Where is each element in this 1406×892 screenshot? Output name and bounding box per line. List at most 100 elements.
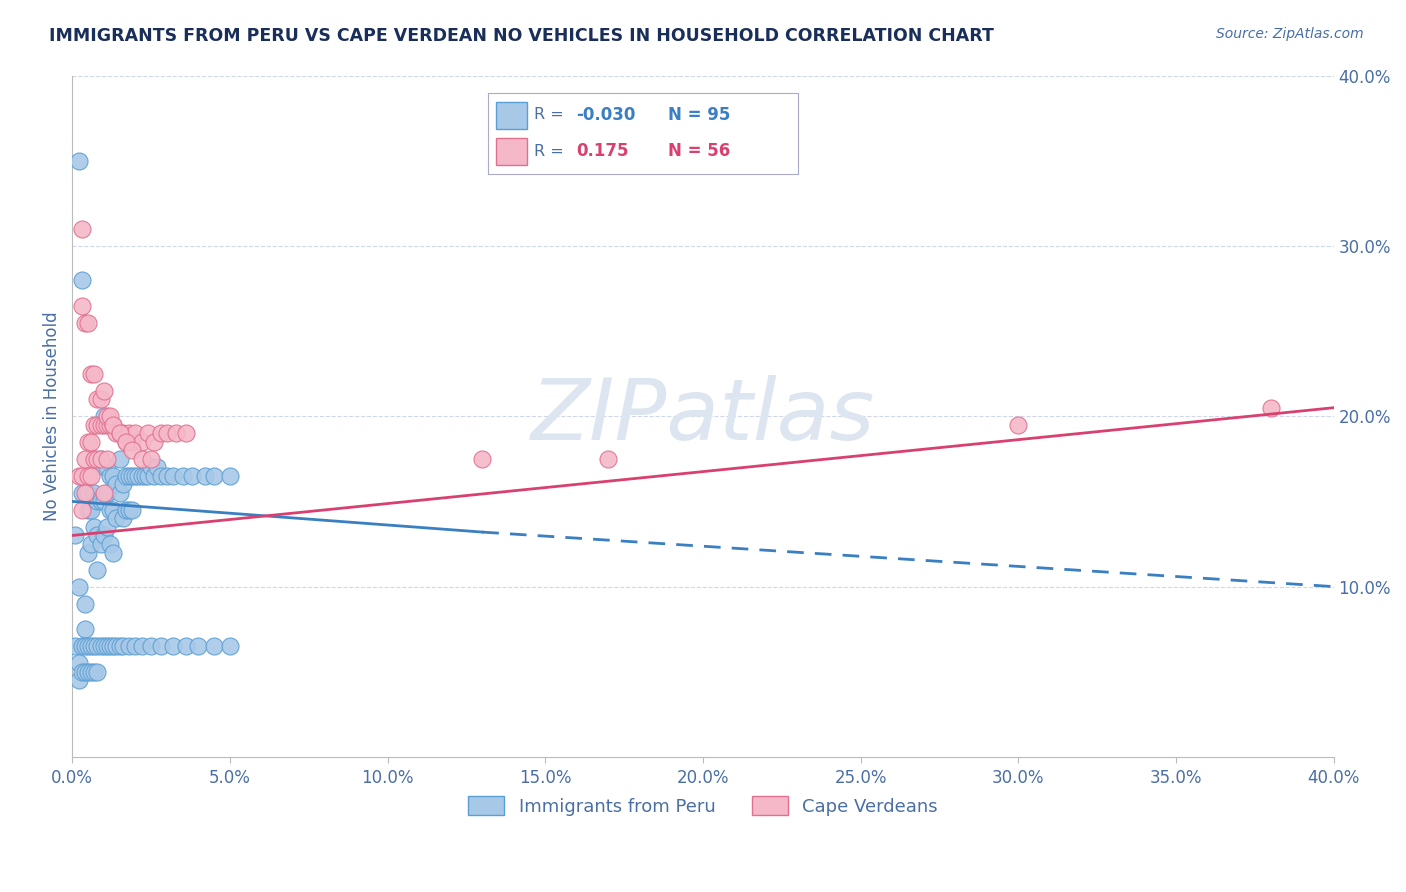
Point	[86, 665, 108, 679]
Point	[77, 468, 100, 483]
Point	[111, 477, 134, 491]
Point	[67, 673, 90, 688]
Point	[70, 273, 93, 287]
Point	[174, 639, 197, 653]
Point	[77, 486, 100, 500]
Point	[127, 468, 149, 483]
Point	[90, 537, 112, 551]
Point	[93, 486, 115, 500]
Point	[73, 665, 96, 679]
Point	[131, 451, 153, 466]
Point	[90, 392, 112, 407]
Point	[73, 622, 96, 636]
Point	[93, 384, 115, 398]
Point	[96, 520, 118, 534]
Point	[93, 417, 115, 432]
Text: IMMIGRANTS FROM PERU VS CAPE VERDEAN NO VEHICLES IN HOUSEHOLD CORRELATION CHART: IMMIGRANTS FROM PERU VS CAPE VERDEAN NO …	[49, 27, 994, 45]
Point	[70, 639, 93, 653]
Point	[70, 486, 93, 500]
Point	[73, 486, 96, 500]
Point	[165, 426, 187, 441]
Point	[139, 460, 162, 475]
Point	[149, 426, 172, 441]
Point	[1007, 417, 1029, 432]
Text: Source: ZipAtlas.com: Source: ZipAtlas.com	[1216, 27, 1364, 41]
Point	[67, 580, 90, 594]
Point	[83, 451, 105, 466]
Point	[77, 545, 100, 559]
Point	[90, 417, 112, 432]
Point	[93, 494, 115, 508]
Point	[93, 639, 115, 653]
Point	[77, 503, 100, 517]
Point	[70, 468, 93, 483]
Point	[83, 486, 105, 500]
Point	[115, 434, 138, 449]
Point	[105, 477, 128, 491]
Point	[139, 451, 162, 466]
Point	[162, 468, 184, 483]
Point	[115, 434, 138, 449]
Point	[98, 468, 121, 483]
Point	[149, 468, 172, 483]
Point	[108, 426, 131, 441]
Point	[103, 639, 125, 653]
Point	[65, 528, 87, 542]
Point	[73, 316, 96, 330]
Point	[108, 426, 131, 441]
Point	[83, 417, 105, 432]
Point	[98, 537, 121, 551]
Point	[96, 409, 118, 424]
Point	[96, 460, 118, 475]
Point	[162, 639, 184, 653]
Point	[219, 639, 242, 653]
Point	[118, 426, 141, 441]
Point	[103, 417, 125, 432]
Point	[70, 665, 93, 679]
Point	[187, 639, 209, 653]
Point	[80, 665, 103, 679]
Point	[86, 494, 108, 508]
Point	[111, 426, 134, 441]
Point	[105, 426, 128, 441]
Point	[80, 503, 103, 517]
Point	[77, 665, 100, 679]
Point	[121, 443, 143, 458]
Point	[70, 298, 93, 312]
Point	[174, 426, 197, 441]
Point	[80, 639, 103, 653]
Point	[108, 486, 131, 500]
Point	[73, 639, 96, 653]
Point	[143, 468, 166, 483]
Point	[103, 417, 125, 432]
Point	[73, 451, 96, 466]
Point	[149, 639, 172, 653]
Point	[90, 451, 112, 466]
Point	[156, 468, 179, 483]
Point	[105, 639, 128, 653]
Point	[156, 426, 179, 441]
Point	[471, 451, 494, 466]
Point	[108, 639, 131, 653]
Point	[80, 367, 103, 381]
Point	[90, 639, 112, 653]
Point	[96, 451, 118, 466]
Point	[136, 426, 159, 441]
Point	[108, 451, 131, 466]
Point	[124, 639, 146, 653]
Point	[67, 153, 90, 168]
Point	[83, 520, 105, 534]
Point	[86, 563, 108, 577]
Text: ZIPatlas: ZIPatlas	[531, 375, 875, 458]
Point	[80, 468, 103, 483]
Point	[86, 451, 108, 466]
Point	[86, 528, 108, 542]
Point	[98, 409, 121, 424]
Point	[118, 503, 141, 517]
Point	[202, 639, 225, 653]
Point	[181, 468, 204, 483]
Point	[111, 511, 134, 525]
Y-axis label: No Vehicles in Household: No Vehicles in Household	[44, 311, 60, 521]
Point	[93, 460, 115, 475]
Point	[67, 468, 90, 483]
